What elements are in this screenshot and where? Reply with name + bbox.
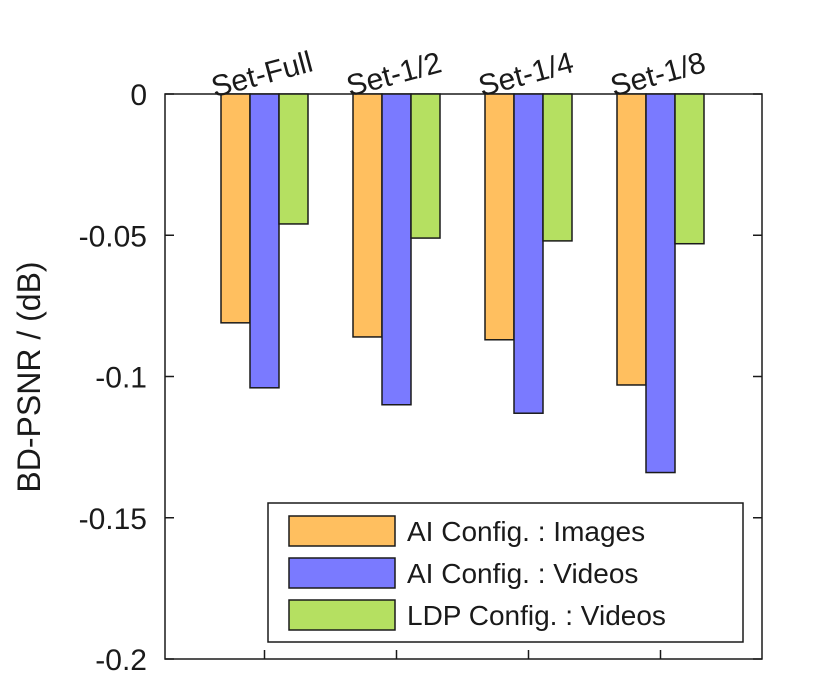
y-axis-label: BD-PSNR / (dB) bbox=[11, 261, 47, 492]
bar-2-set-1-2 bbox=[381, 93, 412, 406]
legend-label: AI Config. : Videos bbox=[407, 558, 638, 589]
legend-swatch bbox=[288, 599, 396, 631]
y-tick-label: -0.2 bbox=[95, 644, 147, 677]
bar-3-set-full bbox=[278, 93, 309, 225]
y-tick-label: 0 bbox=[130, 79, 147, 112]
bar-2-set-1-4 bbox=[513, 93, 544, 414]
bar-2-set-1-8 bbox=[645, 93, 676, 474]
legend-label: LDP Config. : Videos bbox=[407, 600, 666, 631]
legend-label: AI Config. : Images bbox=[407, 516, 645, 547]
bar-1-set-1-4 bbox=[484, 93, 515, 341]
legend: AI Config. : Images AI Config. : Videos LD… bbox=[267, 502, 744, 643]
bar-1-set-1-8 bbox=[616, 93, 647, 386]
bar-1-set-full bbox=[220, 93, 251, 324]
legend-swatch bbox=[288, 557, 396, 589]
y-tick-label: -0.15 bbox=[79, 503, 147, 536]
y-tick-label: -0.1 bbox=[95, 362, 147, 395]
bar-3-set-1-8 bbox=[674, 93, 705, 245]
bar-3-set-1-4 bbox=[542, 93, 573, 242]
y-tick-label: -0.05 bbox=[79, 220, 147, 253]
legend-swatch bbox=[288, 515, 396, 547]
bar-3-set-1-2 bbox=[410, 93, 441, 239]
bar-2-set-full bbox=[249, 93, 280, 389]
bar-1-set-1-2 bbox=[352, 93, 383, 338]
